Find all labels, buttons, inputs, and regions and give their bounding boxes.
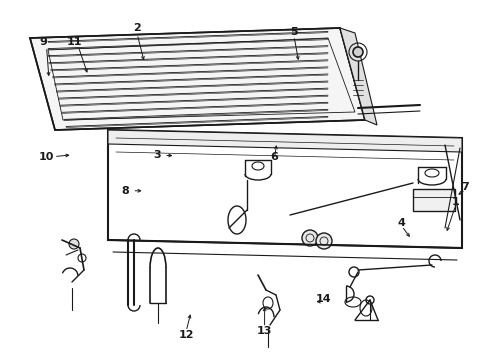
Circle shape bbox=[302, 230, 318, 246]
Polygon shape bbox=[30, 28, 365, 130]
Polygon shape bbox=[108, 130, 462, 152]
Text: 11: 11 bbox=[67, 37, 82, 48]
Text: 9: 9 bbox=[39, 37, 47, 48]
Circle shape bbox=[353, 47, 363, 57]
Text: 2: 2 bbox=[133, 23, 141, 33]
Text: 13: 13 bbox=[257, 326, 272, 336]
Circle shape bbox=[69, 239, 79, 249]
Text: 6: 6 bbox=[270, 152, 278, 162]
Circle shape bbox=[316, 233, 332, 249]
Text: 1: 1 bbox=[452, 197, 460, 207]
Text: 4: 4 bbox=[398, 218, 406, 228]
Polygon shape bbox=[340, 28, 377, 125]
Text: 7: 7 bbox=[462, 182, 469, 192]
Bar bbox=[413, 189, 455, 211]
Text: 3: 3 bbox=[153, 150, 161, 160]
Text: 8: 8 bbox=[121, 186, 129, 196]
Text: 14: 14 bbox=[316, 294, 331, 304]
Text: 12: 12 bbox=[178, 330, 194, 340]
Text: 10: 10 bbox=[39, 152, 54, 162]
Text: 5: 5 bbox=[290, 27, 298, 37]
